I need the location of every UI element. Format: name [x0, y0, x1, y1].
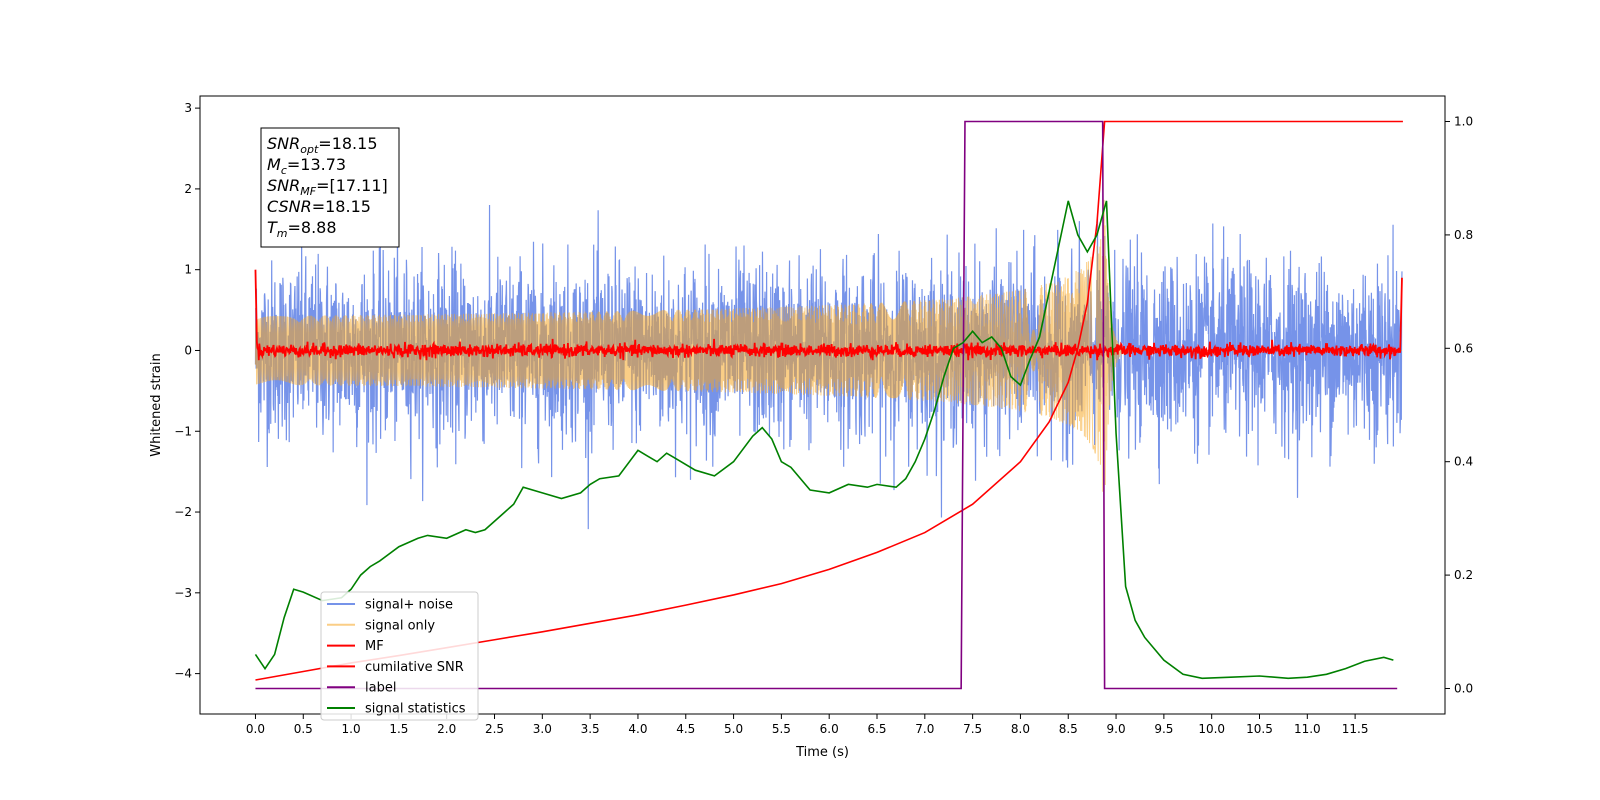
x-tick-label: 4.5 — [676, 722, 695, 736]
x-tick-label: 10.0 — [1198, 722, 1225, 736]
legend-entry-label: label — [365, 681, 396, 696]
x-tick-label: 11.5 — [1342, 722, 1369, 736]
annotation-line: Tm=8.88 — [267, 218, 337, 240]
y2-tick-label: 0.8 — [1454, 228, 1473, 242]
annotation-frame — [260, 127, 400, 248]
x-tick-label: 11.0 — [1294, 722, 1321, 736]
annotation-box: SNRopt=18.15Mc=13.73SNRMF=[17.11]CSNR=18… — [260, 127, 400, 248]
x-tick-label: 3.0 — [533, 722, 552, 736]
annotation-line: SNRMF=[17.11] — [267, 176, 388, 198]
annotation-line: Mc=13.73 — [267, 155, 346, 177]
y2-tick-label: 0.0 — [1454, 681, 1473, 695]
y-tick-label: 0 — [184, 343, 192, 357]
x-tick-label: 8.5 — [1059, 722, 1078, 736]
x-tick-label: 6.5 — [867, 722, 886, 736]
series-label-line — [255, 120, 1398, 690]
legend-entry-label: signal only — [365, 618, 435, 633]
y-tick-label: 1 — [184, 263, 192, 277]
x-tick-label: 5.5 — [772, 722, 791, 736]
x-tick-label: 4.0 — [628, 722, 647, 736]
plot-frame — [199, 95, 1446, 715]
annotation-line: SNRopt=18.15 — [267, 134, 378, 156]
y2-tick-label: 0.2 — [1454, 568, 1473, 582]
x-tick-label: 0.0 — [246, 722, 265, 736]
legend-entry-label: cumilative SNR — [365, 660, 464, 675]
x-tick-label: 2.0 — [437, 722, 456, 736]
x-tick-label: 8.0 — [1011, 722, 1030, 736]
y-tick-label: −1 — [174, 424, 192, 438]
x-tick-label: 6.0 — [820, 722, 839, 736]
y2-tick-label: 0.6 — [1454, 341, 1473, 355]
x-tick-label: 2.5 — [485, 722, 504, 736]
x-tick-label: 5.0 — [724, 722, 743, 736]
x-axis-label: Time (s) — [795, 745, 849, 760]
legend-entry-label: signal+ noise — [365, 598, 453, 613]
legend-entry-label: signal statistics — [365, 702, 466, 717]
x-tick-label: 9.5 — [1154, 722, 1173, 736]
x-tick-label: 7.0 — [915, 722, 934, 736]
legend-entry-label: MF — [365, 639, 384, 654]
y2-tick-label: 0.4 — [1454, 455, 1473, 469]
series-signal-statistics-line — [254, 200, 1394, 680]
x-tick-label: 1.0 — [342, 722, 361, 736]
x-tick-label: 7.5 — [963, 722, 982, 736]
x-tick-label: 10.5 — [1246, 722, 1273, 736]
y-axis-label: Whitened strain — [149, 353, 164, 456]
annotation-line: CSNR=18.15 — [267, 197, 371, 216]
series-mf-line — [254, 269, 1403, 361]
y-tick-label: 2 — [184, 182, 192, 196]
y-tick-label: −3 — [174, 586, 192, 600]
y-tick-label: −4 — [174, 667, 192, 681]
x-tick-label: 3.5 — [581, 722, 600, 736]
y-tick-label: 3 — [184, 101, 192, 115]
x-tick-label: 9.0 — [1107, 722, 1126, 736]
x-tick-label: 0.5 — [294, 722, 313, 736]
y2-tick-label: 1.0 — [1454, 115, 1473, 129]
x-tick-label: 1.5 — [389, 722, 408, 736]
legend: signal+ noise signal only MF cumilative SNR… — [320, 591, 479, 721]
y-tick-label: −2 — [174, 505, 192, 519]
legend-frame — [320, 591, 479, 721]
